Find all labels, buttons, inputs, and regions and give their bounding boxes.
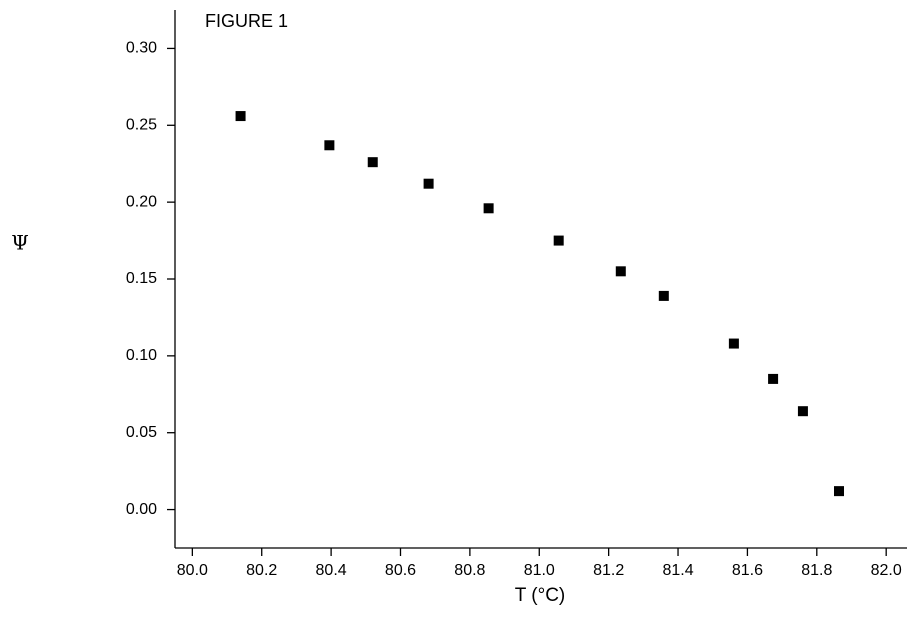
y-tick-label: 0.25: [126, 117, 157, 134]
x-tick-label: 80.2: [246, 562, 277, 579]
y-axis-label: Ψ: [11, 231, 29, 255]
data-point: [367, 157, 378, 168]
y-tick-label: 0.00: [126, 501, 157, 518]
data-point: [483, 203, 494, 214]
data-point: [615, 266, 626, 277]
x-tick-label: 80.6: [385, 562, 416, 579]
x-tick-label: 80.0: [177, 562, 208, 579]
data-point: [728, 338, 739, 349]
data-point: [423, 178, 434, 189]
data-point: [235, 111, 246, 122]
y-tick-label: 0.30: [126, 40, 157, 57]
x-tick-label: 80.8: [454, 562, 485, 579]
x-axis-label: T (°C): [515, 585, 566, 606]
x-tick-label: 80.4: [316, 562, 347, 579]
data-point: [768, 373, 779, 384]
x-tick-label: 81.0: [524, 562, 555, 579]
x-tick-label: 81.4: [662, 562, 693, 579]
y-tick-label: 0.05: [126, 424, 157, 441]
x-tick-label: 81.8: [801, 562, 832, 579]
x-tick-label: 82.0: [871, 562, 902, 579]
chart-title: FIGURE 1: [205, 11, 288, 31]
data-point: [553, 235, 564, 246]
data-point: [658, 290, 669, 301]
data-point: [834, 486, 845, 497]
data-point: [797, 406, 808, 417]
x-tick-label: 81.6: [732, 562, 763, 579]
y-tick-label: 0.20: [126, 193, 157, 210]
y-tick-label: 0.15: [126, 270, 157, 287]
data-point: [324, 140, 335, 151]
y-tick-label: 0.10: [126, 347, 157, 364]
x-tick-label: 81.2: [593, 562, 624, 579]
